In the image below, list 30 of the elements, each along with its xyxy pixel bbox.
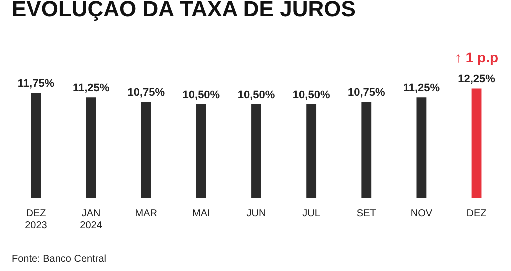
x-tick-label: MAR (135, 208, 158, 220)
bar (306, 104, 317, 198)
bar (362, 102, 372, 198)
data-label: 10,75% (348, 87, 386, 100)
annotation: ↑ 1 p.p (454, 50, 499, 66)
data-label: 10,75% (128, 87, 166, 100)
bar (141, 102, 152, 198)
data-label: 11,25% (72, 82, 110, 95)
x-tick-label: JUL (302, 208, 321, 220)
x-tick-label: NOV (410, 208, 433, 220)
x-tick-label: JUN (246, 208, 266, 220)
x-tick-label: MAI (192, 208, 210, 220)
data-label: 10,50% (238, 89, 276, 102)
data-label: 11,75% (18, 78, 55, 90)
x-tick-label: SET (356, 208, 376, 220)
bar (252, 104, 262, 198)
x-tick-label: DEZ (466, 208, 487, 220)
bar (196, 104, 206, 198)
source-note: Fonte: Banco Central (12, 254, 106, 265)
bar (31, 93, 42, 198)
x-tick-label: JAN 2024 (80, 208, 103, 232)
bar (472, 88, 482, 198)
data-label: 12,25% (458, 74, 496, 86)
bar (416, 98, 427, 198)
data-label: 11,25% (403, 82, 440, 95)
data-label: 10,50% (292, 89, 330, 102)
bar (86, 98, 96, 198)
chart-title: EVOLUÇAO DA TAXA DE JUROS (12, 0, 356, 22)
data-label: 10,50% (182, 89, 220, 102)
x-tick-label: DEZ 2023 (25, 208, 48, 232)
